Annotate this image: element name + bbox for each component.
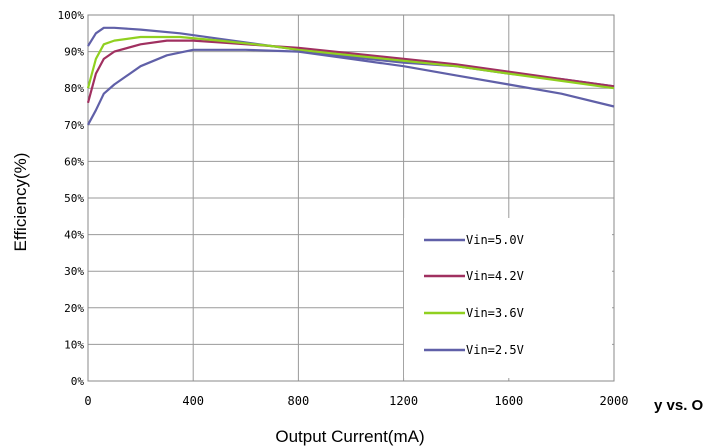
plot-frame <box>87 14 615 382</box>
series-lines <box>86 26 615 126</box>
y-tick-label: 10% <box>64 338 84 351</box>
legend-box <box>404 218 612 378</box>
y-tick-label: 40% <box>64 229 84 242</box>
legend-label: Vin=5.0V <box>466 233 524 247</box>
y-tick-label: 70% <box>64 119 84 132</box>
y-tick-label: 30% <box>64 265 84 278</box>
x-tick-label: 800 <box>288 394 310 408</box>
legend-label: Vin=4.2V <box>466 269 524 283</box>
y-tick-label: 0% <box>71 375 85 388</box>
y-tick-label: 20% <box>64 302 84 315</box>
y-tick-label: 90% <box>64 46 84 59</box>
y-tick-label: 100% <box>58 9 85 22</box>
truncated-chart-title: y vs. O <box>654 397 704 414</box>
x-tick-labels: 0 400 800 1200 1600 2000 <box>84 394 628 408</box>
y-tick-label: 80% <box>64 82 84 95</box>
x-tick-label: 400 <box>182 394 204 408</box>
x-tick-label: 1600 <box>494 394 523 408</box>
legend-label: Vin=3.6V <box>466 306 524 320</box>
y-tick-label: 50% <box>64 192 84 205</box>
series-line-2 <box>86 35 615 90</box>
y-tick-label: 60% <box>64 155 84 168</box>
series-line-1 <box>86 39 615 104</box>
y-axis-label: Efficiency(%) <box>11 153 30 252</box>
y-tick-labels: 0% 10% 20% 30% 40% 50% 60% 70% 80% 90% 100% <box>58 9 85 388</box>
x-tick-label: 2000 <box>600 394 629 408</box>
legend-label: Vin=2.5V <box>466 343 524 357</box>
x-tick-label: 0 <box>84 394 91 408</box>
x-tick-label: 1200 <box>389 394 418 408</box>
x-axis-label: Output Current(mA) <box>275 427 424 446</box>
legend: Vin=5.0V Vin=4.2V Vin=3.6V Vin=2.5V <box>404 218 612 378</box>
series-line-3 <box>87 48 615 126</box>
